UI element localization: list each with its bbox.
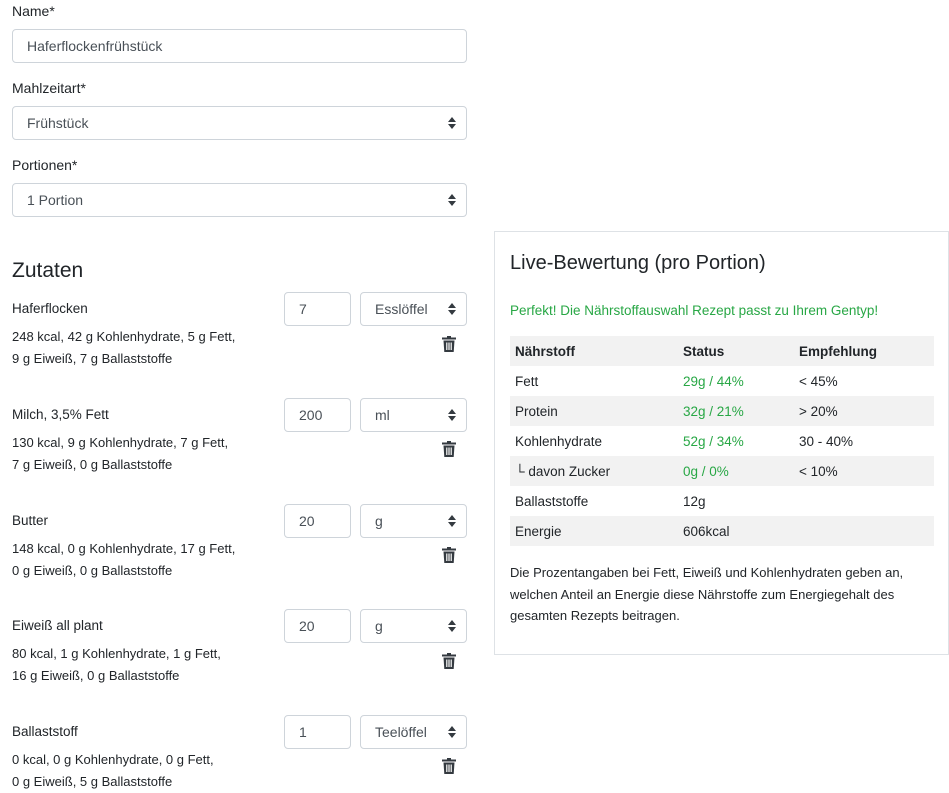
ingredient-unit-select[interactable]: g: [360, 609, 467, 643]
ingredient-nutrition-line: 9 g Eiweiß, 7 g Ballaststoffe: [12, 351, 173, 366]
table-row: Kohlenhydrate 52g / 34% 30 - 40%: [510, 426, 934, 456]
ingredient-name: Ballaststoff: [12, 724, 78, 739]
sort-caret-icon: [448, 726, 456, 738]
ingredient-amount-input[interactable]: 200: [284, 398, 351, 432]
nutrient-cell: Protein: [510, 396, 678, 426]
nutrient-cell: Fett: [515, 373, 539, 389]
recommendation-cell: [794, 516, 934, 546]
trash-icon[interactable]: [442, 547, 456, 566]
sort-caret-icon: [448, 303, 456, 315]
ingredient-amount-value: 1: [299, 724, 307, 740]
ingredient-nutrition-line: 80 kcal, 1 g Kohlenhydrate, 1 g Fett,: [12, 646, 221, 661]
panel-title: Live-Bewertung (pro Portion): [510, 252, 766, 274]
status-cell: 0g / 0%: [678, 456, 794, 486]
recommendation-cell: < 45%: [799, 373, 838, 389]
ingredient-name: Milch, 3,5% Fett: [12, 407, 109, 422]
recommendation-cell: < 10%: [794, 456, 934, 486]
meal-type-label: Mahlzeitart*: [12, 80, 86, 96]
note-line: welchen Anteil an Energie diese Nährstof…: [510, 586, 895, 602]
ingredient-nutrition-line: 16 g Eiweiß, 0 g Ballaststoffe: [12, 668, 180, 683]
ingredient-nutrition: 0 kcal, 0 g Kohlenhydrate, 0 g Fett, 0 g…: [12, 749, 214, 793]
sort-caret-icon: [448, 620, 456, 632]
live-evaluation-panel: Live-Bewertung (pro Portion) Perfekt! Di…: [494, 231, 949, 655]
nutrient-cell: Energie: [510, 516, 678, 546]
status-cell: 12g: [683, 493, 706, 509]
ingredient-nutrition-line: 248 kcal, 42 g Kohlenhydrate, 5 g Fett,: [12, 329, 236, 344]
sort-caret-icon: [448, 117, 456, 129]
table-row: Protein 32g / 21% > 20%: [510, 396, 934, 426]
ingredient-name: Eiweiß all plant: [12, 618, 103, 633]
table-row: Fett 29g / 44% < 45%: [510, 366, 934, 396]
sort-caret-icon: [448, 409, 456, 421]
ingredient-unit-value: Esslöffel: [375, 301, 428, 317]
portions-select[interactable]: 1 Portion: [12, 183, 467, 217]
success-message: Perfekt! Die Nährstoffauswahl Rezept pas…: [510, 303, 879, 318]
ingredients-heading: Zutaten: [12, 259, 84, 282]
ingredient-unit-value: ml: [375, 407, 390, 423]
ingredient-nutrition: 130 kcal, 9 g Kohlenhydrate, 7 g Fett, 7…: [12, 432, 228, 476]
meal-type-select[interactable]: Frühstück: [12, 106, 467, 140]
ingredient-nutrition: 248 kcal, 42 g Kohlenhydrate, 5 g Fett, …: [12, 326, 235, 370]
ingredient-unit-value: g: [375, 513, 383, 529]
trash-icon[interactable]: [442, 441, 456, 460]
recommendation-cell: [794, 486, 934, 516]
ingredient-unit-select[interactable]: Esslöffel: [360, 292, 467, 326]
column-header: Status: [678, 336, 794, 366]
ingredient-unit-value: Teelöffel: [375, 724, 427, 740]
meal-type-value: Frühstück: [27, 115, 89, 131]
ingredient-amount-value: 20: [299, 618, 315, 634]
status-cell: 29g / 44%: [683, 373, 744, 389]
ingredient-nutrition-line: 0 g Eiweiß, 5 g Ballaststoffe: [12, 774, 173, 789]
sort-caret-icon: [448, 515, 456, 527]
portions-value: 1 Portion: [27, 192, 84, 208]
table-row: └ davon Zucker 0g / 0% < 10%: [510, 456, 934, 486]
name-input-value: Haferflockenfrühstück: [27, 38, 163, 54]
ingredient-unit-value: g: [375, 618, 383, 634]
ingredient-amount-value: 200: [299, 407, 323, 423]
ingredient-nutrition-line: 130 kcal, 9 g Kohlenhydrate, 7 g Fett,: [12, 435, 229, 450]
trash-icon[interactable]: [442, 653, 456, 672]
trash-icon[interactable]: [442, 758, 456, 777]
ingredient-amount-input[interactable]: 20: [284, 504, 351, 538]
status-cell: 32g / 21%: [678, 396, 794, 426]
ingredient-name: Butter: [12, 513, 49, 528]
name-label: Name*: [12, 3, 55, 19]
nutrient-table: Nährstoff Status Empfehlung Fett 29g / 4…: [510, 336, 934, 546]
ingredient-amount-value: 7: [299, 301, 307, 317]
table-row: Ballaststoffe 12g: [510, 486, 934, 516]
ingredient-amount-value: 20: [299, 513, 315, 529]
ingredient-unit-select[interactable]: Teelöffel: [360, 715, 467, 749]
trash-icon[interactable]: [442, 336, 456, 355]
column-header: Empfehlung: [794, 336, 934, 366]
ingredient-nutrition-line: 0 g Eiweiß, 0 g Ballaststoffe: [12, 563, 173, 578]
table-row: Energie 606kcal: [510, 516, 934, 546]
status-cell: 606kcal: [678, 516, 794, 546]
ingredient-nutrition-line: 7 g Eiweiß, 0 g Ballaststoffe: [12, 457, 173, 472]
ingredient-nutrition-line: 148 kcal, 0 g Kohlenhydrate, 17 g Fett,: [12, 541, 236, 556]
ingredient-nutrition: 80 kcal, 1 g Kohlenhydrate, 1 g Fett, 16…: [12, 643, 221, 687]
ingredient-nutrition-line: 0 kcal, 0 g Kohlenhydrate, 0 g Fett,: [12, 752, 214, 767]
ingredient-nutrition: 148 kcal, 0 g Kohlenhydrate, 17 g Fett, …: [12, 538, 235, 582]
nutrient-cell: Kohlenhydrate: [515, 433, 603, 449]
ingredient-unit-select[interactable]: ml: [360, 398, 467, 432]
portions-label: Portionen*: [12, 157, 78, 173]
note-line: Die Prozentangaben bei Fett, Eiweiß und …: [510, 565, 904, 580]
ingredient-amount-input[interactable]: 7: [284, 292, 351, 326]
table-header-row: Nährstoff Status Empfehlung: [510, 336, 934, 366]
percentage-note: Die Prozentangaben bei Fett, Eiweiß und …: [510, 562, 903, 627]
nutrient-cell: Ballaststoffe: [515, 493, 589, 509]
ingredient-name: Haferflocken: [12, 301, 88, 316]
ingredient-unit-select[interactable]: g: [360, 504, 467, 538]
recommendation-cell: 30 - 40%: [799, 433, 854, 449]
ingredient-amount-input[interactable]: 1: [284, 715, 351, 749]
status-cell: 52g / 34%: [683, 433, 744, 449]
recommendation-cell: > 20%: [794, 396, 934, 426]
nutrient-cell: └ davon Zucker: [510, 456, 678, 486]
name-input[interactable]: Haferflockenfrühstück: [12, 29, 467, 63]
column-header: Nährstoff: [510, 336, 678, 366]
ingredient-amount-input[interactable]: 20: [284, 609, 351, 643]
sort-caret-icon: [448, 194, 456, 206]
note-line: gesamten Rezepts beitragen.: [510, 608, 680, 623]
